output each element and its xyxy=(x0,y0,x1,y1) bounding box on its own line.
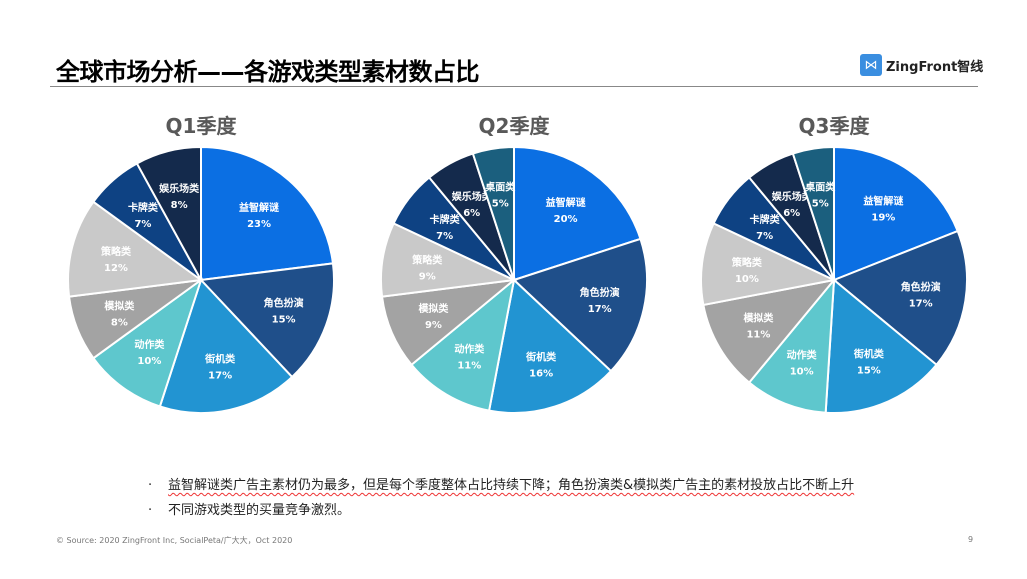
logo: ⋈ ZingFront智线 xyxy=(860,54,983,76)
slice-category-label: 街机类 xyxy=(853,348,884,361)
slice-category-label: 模拟类 xyxy=(743,312,773,325)
chart-title: Q2季度 xyxy=(479,114,551,138)
slice-category-label: 娱乐场类 xyxy=(452,190,492,203)
slice-value-label: 5% xyxy=(812,198,829,209)
slice-category-label: 街机类 xyxy=(204,353,235,366)
slice-category-label: 桌面类 xyxy=(484,180,515,193)
pie-slice xyxy=(700,222,838,307)
slice-value-label: 11% xyxy=(457,361,481,372)
slice-value-label: 19% xyxy=(871,212,895,223)
slice-category-label: 策略类 xyxy=(412,253,442,266)
slice-category-label: 策略类 xyxy=(732,256,762,269)
slice-category-label: 策略类 xyxy=(101,245,131,258)
slice-category-label: 动作类 xyxy=(454,343,484,356)
pie-slice xyxy=(824,277,938,414)
pie-slice xyxy=(832,229,968,367)
page-title: 全球市场分析——各游戏类型素材数占比 xyxy=(56,58,480,86)
pie-slice xyxy=(92,277,203,408)
slice-category-label: 益智解谜 xyxy=(546,196,586,209)
page-number: 9 xyxy=(968,535,974,544)
pie-slice xyxy=(135,145,202,281)
slice-value-label: 9% xyxy=(425,320,442,331)
slice-value-label: 17% xyxy=(588,304,612,315)
slice-category-label: 角色扮演 xyxy=(264,297,304,310)
pie-slice xyxy=(747,276,836,414)
slice-value-label: 10% xyxy=(735,274,759,285)
pie-slice xyxy=(791,145,835,281)
pie-slice xyxy=(487,278,613,414)
bullet-list: . 益智解谜类广告主素材仍为最多，但是每个季度整体占比持续下降；角色扮演类&模拟类… xyxy=(148,474,854,524)
slice-category-label: 娱乐场类 xyxy=(159,182,199,195)
bullet-item: . 不同游戏类型的买量竞争激烈。 xyxy=(148,499,351,518)
slice-category-label: 卡牌类 xyxy=(430,213,460,226)
pie-slice xyxy=(67,200,204,298)
title-divider xyxy=(50,86,978,87)
slice-value-label: 8% xyxy=(111,317,128,328)
slice-category-label: 动作类 xyxy=(787,349,817,362)
slice-value-label: 11% xyxy=(746,330,770,341)
pie-slice xyxy=(200,145,335,282)
slice-value-label: 15% xyxy=(857,366,881,377)
pie-slice xyxy=(702,278,837,384)
slice-category-label: 益智解谜 xyxy=(239,201,279,214)
pie-slice xyxy=(512,237,648,373)
slice-category-label: 动作类 xyxy=(134,338,164,351)
pie-slice xyxy=(513,145,642,282)
slice-value-label: 5% xyxy=(492,198,509,209)
slice-value-label: 15% xyxy=(272,315,296,326)
source-note: © Source: 2020 ZingFront Inc, SocialPeta… xyxy=(56,536,293,545)
bullet-item: . 益智解谜类广告主素材仍为最多，但是每个季度整体占比持续下降；角色扮演类&模拟类… xyxy=(148,474,855,493)
slice-category-label: 桌面类 xyxy=(804,180,835,193)
slice-value-label: 16% xyxy=(529,368,553,379)
slice-value-label: 6% xyxy=(463,208,480,219)
slice-value-label: 17% xyxy=(909,299,933,310)
chart-title: Q1季度 xyxy=(166,114,238,138)
pie-slice xyxy=(158,278,294,414)
zingfront-logo-icon: ⋈ xyxy=(860,54,882,76)
slice-category-label: 角色扮演 xyxy=(901,281,941,294)
pie-slice xyxy=(198,262,335,379)
slice-value-label: 10% xyxy=(137,356,161,367)
slice-value-label: 9% xyxy=(419,271,436,282)
slice-value-label: 7% xyxy=(436,231,453,242)
slice-category-label: 卡牌类 xyxy=(128,201,158,214)
slice-category-label: 街机类 xyxy=(525,350,556,363)
slice-value-label: 7% xyxy=(756,231,773,242)
slice-category-label: 卡牌类 xyxy=(750,213,780,226)
slice-category-label: 模拟类 xyxy=(418,302,448,315)
slice-value-label: 7% xyxy=(134,219,151,230)
slice-value-label: 6% xyxy=(783,208,800,219)
pie-slice xyxy=(410,277,516,412)
slice-value-label: 10% xyxy=(790,367,814,378)
slice-value-label: 20% xyxy=(554,214,578,225)
slice-category-label: 角色扮演 xyxy=(580,286,620,299)
slice-category-label: 模拟类 xyxy=(104,299,134,312)
slice-value-label: 8% xyxy=(171,200,188,211)
logo-text: ZingFront智线 xyxy=(886,59,984,75)
chart-title: Q3季度 xyxy=(799,114,871,138)
pie-slice xyxy=(833,145,959,282)
slice-category-label: 娱乐场类 xyxy=(772,190,812,203)
slice-value-label: 12% xyxy=(104,263,128,274)
slice-value-label: 23% xyxy=(247,219,271,230)
slice-category-label: 益智解谜 xyxy=(863,194,903,207)
slice-value-label: 17% xyxy=(208,371,232,382)
pie-slice xyxy=(471,145,515,281)
